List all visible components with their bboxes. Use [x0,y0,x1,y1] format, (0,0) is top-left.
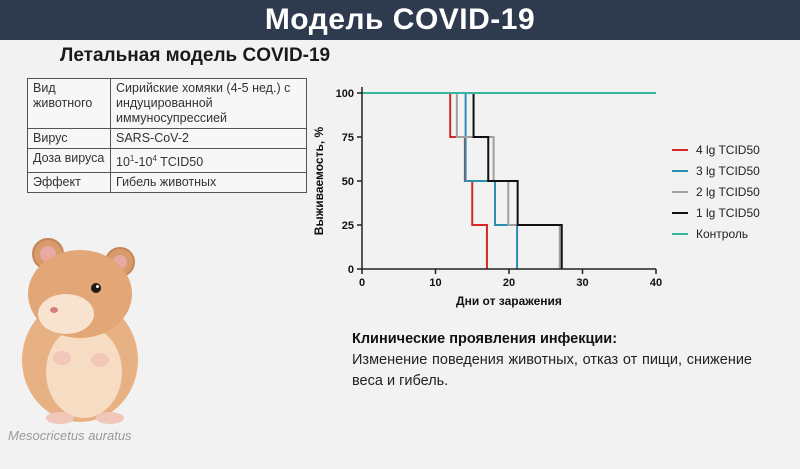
hamster-muzzle [38,294,94,334]
table-row: Доза вируса 101-104 TCID50 [27,147,307,174]
y-tick-label: 100 [336,88,354,100]
dose-exp-1: 1 [129,154,135,163]
species-caption: Mesocricetus auratus [8,428,132,443]
legend-item: 4 lg TCID50 [672,139,760,160]
legend-item: 1 lg TCID50 [672,202,760,223]
legend-item: Контроль [672,223,760,244]
x-tick-label: 20 [503,277,515,289]
dose-mid: -10 [134,155,153,170]
dose-tail: TCID50 [156,155,204,170]
table-row: Вирус SARS-CoV-2 [27,128,307,149]
legend-swatch [672,232,688,235]
table-value: Сирийские хомяки (4-5 нед.) с индуцирова… [110,78,307,129]
legend-item: 3 lg TCID50 [672,160,760,181]
table-value: Гибель животных [110,172,307,194]
clinical-title: Клинические проявления инфекции: [352,331,618,347]
legend-label: 1 lg TCID50 [696,205,760,220]
y-tick-label: 0 [348,264,354,276]
table-key: Вирус [27,128,111,149]
series-line [363,92,563,269]
dose-base-1: 10 [116,155,130,170]
table-row: Эффект Гибель животных [27,172,307,194]
table-value: 101-104 TCID50 [110,147,307,174]
y-tick-label: 50 [342,176,354,188]
hamster-eye [91,283,101,293]
table-key: Доза вируса [27,147,111,174]
x-tick-label: 0 [359,277,365,289]
table-value: SARS-CoV-2 [110,128,307,149]
legend-swatch [672,211,688,214]
x-tick-label: 40 [650,277,662,289]
section-subtitle: Летальная модель COVID-19 [60,45,331,66]
series-layer [361,92,656,269]
x-axis-label: Дни от заражения [456,294,562,308]
hamster-foot-right [96,412,124,424]
table-row: Вид животного Сирийские хомяки (4-5 нед.… [27,78,307,129]
x-tick-label: 10 [429,277,441,289]
title-banner: Модель COVID-19 [0,0,800,40]
dose-exp-2: 4 [152,154,157,163]
legend-label: 4 lg TCID50 [696,142,760,157]
y-axis-label: Выживаемость, % [312,126,326,235]
chart-legend: 4 lg TCID50 3 lg TCID50 2 lg TCID50 1 lg TC… [672,139,760,244]
axis-layer: 0 25 50 75 100 0 10 20 30 40 Дни от заражения Выжив… [312,87,662,308]
y-tick-label: 75 [342,132,354,144]
hamster-nose [50,307,58,313]
hamster-eye-glint [96,285,99,288]
hamster-belly [46,326,122,418]
hamster-illustration [22,238,138,424]
y-tick-label: 25 [342,220,354,232]
legend-swatch [672,190,688,193]
legend-label: Контроль [696,226,749,241]
clinical-text: Изменение поведения животных, отказ от п… [352,352,752,389]
legend-swatch [672,169,688,172]
legend-label: 2 lg TCID50 [696,184,760,199]
table-key: Эффект [27,172,111,194]
table-key: Вид животного [27,78,111,129]
series-line [361,92,561,269]
x-tick-label: 30 [576,277,588,289]
survival-chart: 0 25 50 75 100 0 10 20 30 40 Дни от заражения Выжив… [312,87,662,308]
hamster-paw-right [91,353,109,367]
hamster-paw-left [53,351,71,365]
legend-item: 2 lg TCID50 [672,181,760,202]
legend-label: 3 lg TCID50 [696,163,760,178]
page-title: Модель COVID-19 [264,3,536,36]
info-table: Вид животного Сирийские хомяки (4-5 нед.… [27,78,307,194]
hamster-foot-left [46,412,74,424]
legend-swatch [672,148,688,151]
